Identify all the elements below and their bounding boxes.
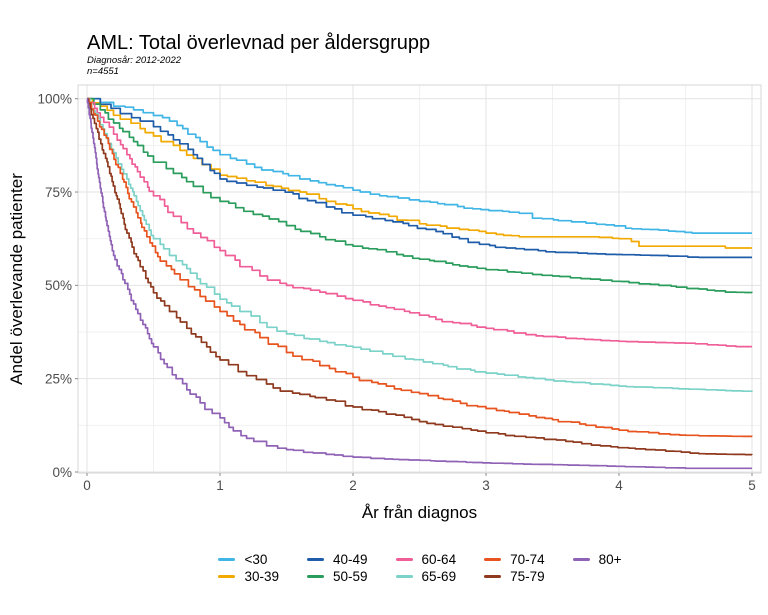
survival-curve-4049 (87, 97, 752, 259)
legend-item-lt30: <30 (218, 551, 279, 568)
legend-label: 40-49 (333, 552, 368, 567)
survival-curve-7074 (87, 97, 753, 438)
chart-subtitle-diagnosis-years: Diagnosår: 2012-2022 (87, 55, 182, 66)
legend-grid: <30 30-39 40-49 50-59 60-64 65-69 70-74 75-79 80… (218, 551, 622, 585)
chart-title: AML: Total överlevnad per åldersgrupp (87, 32, 431, 54)
legend-label: <30 (244, 552, 268, 567)
legend-item-80plus: 80+ (572, 551, 622, 568)
y-tick-label: 50% (45, 278, 72, 293)
x-tick-label: 3 (482, 478, 490, 493)
legend-line-swatch (395, 575, 413, 578)
survival-curve-6569 (87, 97, 753, 393)
x-tick-label: 1 (216, 478, 224, 493)
legend-item-5059: 50-59 (307, 568, 368, 585)
survival-curve-3039 (87, 97, 752, 249)
y-tick-label: 25% (45, 371, 72, 386)
legend-label: 65-69 (421, 569, 457, 584)
x-axis-title: År från diagnos (362, 503, 477, 522)
x-tick-label: 4 (615, 478, 623, 493)
legend-label: 80+ (598, 552, 622, 567)
legend-item-3039: 30-39 (218, 568, 279, 585)
survival-curve-6064 (87, 97, 752, 348)
legend-item-7579: 75-79 (484, 568, 545, 585)
y-axis-title: Andel överlevande patienter (7, 173, 26, 385)
legend-label: 75-79 (510, 569, 545, 584)
legend-label: 30-39 (244, 569, 280, 584)
legend-line-swatch (307, 558, 325, 561)
legend-line-swatch (572, 558, 590, 561)
survival-curve-5059 (87, 97, 753, 294)
y-tick-label: 100% (37, 92, 72, 107)
legend-item-6569: 65-69 (395, 568, 457, 585)
legend-line-swatch (218, 558, 236, 561)
y-tick-label: 75% (45, 185, 72, 200)
survival-curve-80plus (86, 97, 752, 470)
y-tick-label: 0% (52, 465, 72, 480)
legend-line-swatch (484, 558, 502, 561)
panel-border (77, 84, 762, 474)
legend-item-4049: 40-49 (307, 551, 368, 568)
chart-subtitle-n: n=4551 (87, 66, 119, 77)
legend-line-swatch (484, 575, 502, 578)
x-tick-label: 2 (349, 478, 357, 493)
legend-line-swatch (395, 558, 413, 561)
survival-curve-7579 (87, 97, 753, 456)
legend-line-swatch (307, 575, 325, 578)
legend-line-swatch (218, 575, 236, 578)
legend-label: 70-74 (510, 552, 545, 567)
x-tick-label: 0 (83, 478, 91, 493)
legend-item-6064: 60-64 (395, 551, 457, 568)
x-tick-label: 5 (748, 478, 756, 493)
legend-label: 50-59 (333, 569, 368, 584)
legend: <30 30-39 40-49 50-59 60-64 65-69 70-74 75-79 80… (78, 551, 762, 585)
survival-curve-lt30 (87, 97, 752, 234)
legend-label: 60-64 (421, 552, 457, 567)
legend-item-7074: 70-74 (484, 551, 545, 568)
